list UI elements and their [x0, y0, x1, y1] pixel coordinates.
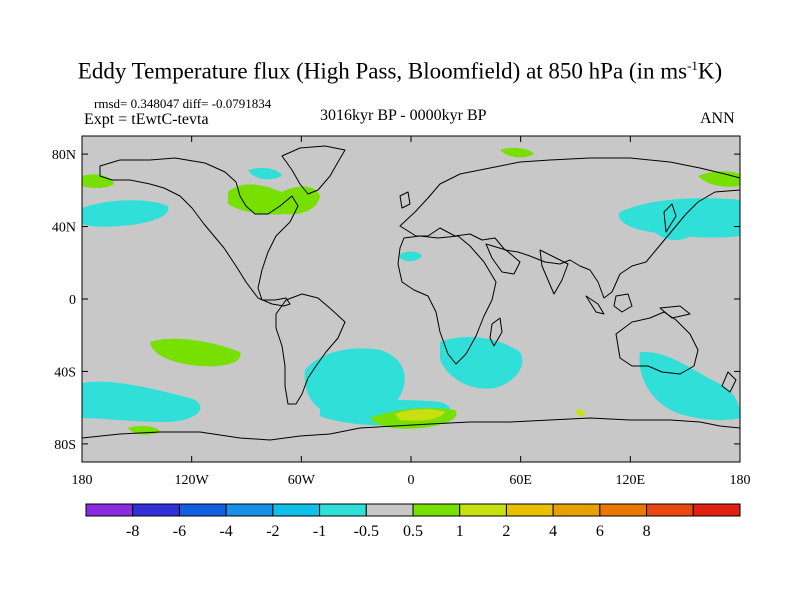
season-label: ANN [700, 110, 735, 127]
x-tick-label: 180 [72, 473, 93, 488]
colorbar-swatch [552, 503, 601, 517]
coastline-eurasia [399, 157, 741, 299]
anomaly-region-north-pacific [618, 198, 740, 238]
colorbar-label: -6 [173, 523, 186, 540]
colorbar-swatch [319, 503, 367, 517]
coastline-madagascar [489, 317, 503, 347]
period-label: 3016kyr BP - 0000kyr BP [320, 107, 487, 124]
coastline-greenland [281, 145, 346, 195]
coastline-south-america [275, 293, 346, 405]
colorbar-label: 2 [502, 523, 510, 540]
x-tick-label: 120E [616, 473, 646, 488]
y-tick-label: 80S [54, 438, 76, 453]
coastline-india [539, 249, 569, 295]
coastline-sumatra [585, 295, 605, 315]
title-unit: K) [697, 58, 723, 84]
x-tick-label: 120W [175, 473, 210, 488]
colorbar-swatch [132, 503, 180, 517]
anomaly-region-southern-yellow [395, 409, 445, 421]
y-tick-label: 0 [69, 293, 76, 308]
axis-ticks [81, 136, 741, 462]
anomaly-region-south-pacific-green [150, 338, 241, 367]
colorbar-swatch [272, 503, 321, 517]
colorbar-swatch [412, 503, 461, 517]
coastline-japan [663, 203, 677, 233]
colorbar-swatch [85, 503, 134, 517]
anomaly-fields [82, 147, 740, 435]
colorbar-label: 8 [643, 523, 651, 540]
coastline-borneo [613, 293, 633, 313]
stats-label: rmsd= 0.348047 diff= -0.0791834 [94, 96, 272, 111]
y-tick-label: 40S [54, 365, 76, 380]
colorbar-swatch [365, 503, 414, 517]
coastline-new-zealand [721, 371, 737, 393]
colorbar-swatch [225, 503, 274, 517]
coastline-north-america [99, 157, 299, 307]
coastline-british-isles [399, 191, 411, 209]
colorbar-swatch [505, 503, 554, 517]
x-tick-label: 60E [509, 473, 532, 488]
y-tick-label: 40N [52, 221, 76, 236]
coastline-australia [615, 311, 699, 375]
coastline-arabia [485, 243, 521, 275]
anomaly-region-indian-subtropic [655, 228, 690, 241]
coastline-antarctica [81, 417, 741, 441]
anomaly-region-mid-atlantic [398, 251, 422, 262]
colorbar-swatch [459, 503, 507, 517]
experiment-label: Expt = tEwtC-tevta [84, 111, 209, 128]
axis-tick-labels: 180 120W 60W 0 60E 120E 180 80N 40N 0 40S 80S [52, 148, 751, 488]
colorbar [85, 503, 741, 517]
colorbar-label: -8 [126, 523, 139, 540]
coastline-africa [397, 235, 497, 365]
plot-area: 180 120W 60W 0 60E 120E 180 80N 40N 0 40S 80S [52, 135, 751, 488]
x-tick-label: 60W [288, 473, 316, 488]
colorbar-labels: -8 -6 -4 -2 -1 -0.5 0.5 1 2 4 6 8 [126, 523, 651, 540]
colorbar-label: -1 [313, 523, 326, 540]
colorbar-swatch [692, 503, 741, 517]
anomaly-region-southern-yellow-small [576, 409, 585, 417]
x-tick-label: 0 [408, 473, 415, 488]
anomaly-region-arctic-green-north [500, 147, 534, 158]
anomaly-region-southern-ocean-east [639, 351, 740, 421]
anomaly-region-south-indian [440, 337, 523, 389]
y-tick-label: 80N [52, 148, 76, 163]
colorbar-swatch [599, 503, 648, 517]
title-main: Eddy Temperature flux (High Pass, Bloomf… [77, 58, 688, 84]
colorbar-label: 4 [549, 523, 557, 540]
colorbar-swatch [178, 503, 227, 517]
x-tick-label: 180 [730, 473, 751, 488]
colorbar-label: -2 [266, 523, 279, 540]
colorbar-swatch [646, 503, 694, 517]
anomaly-region-southern-ocean-west [82, 381, 201, 422]
anomaly-region-north-atlantic-west [82, 200, 169, 227]
title-exponent: -1 [687, 58, 698, 73]
anomaly-region-arctic [248, 168, 282, 180]
colorbar-label: 1 [456, 523, 464, 540]
colorbar-label: -4 [219, 523, 232, 540]
plot-title: Eddy Temperature flux (High Pass, Bloomf… [0, 58, 800, 85]
coastlines [81, 145, 741, 441]
colorbar-label: 6 [596, 523, 604, 540]
colorbar-label: -0.5 [354, 523, 379, 540]
colorbar-label: 0.5 [403, 523, 423, 540]
